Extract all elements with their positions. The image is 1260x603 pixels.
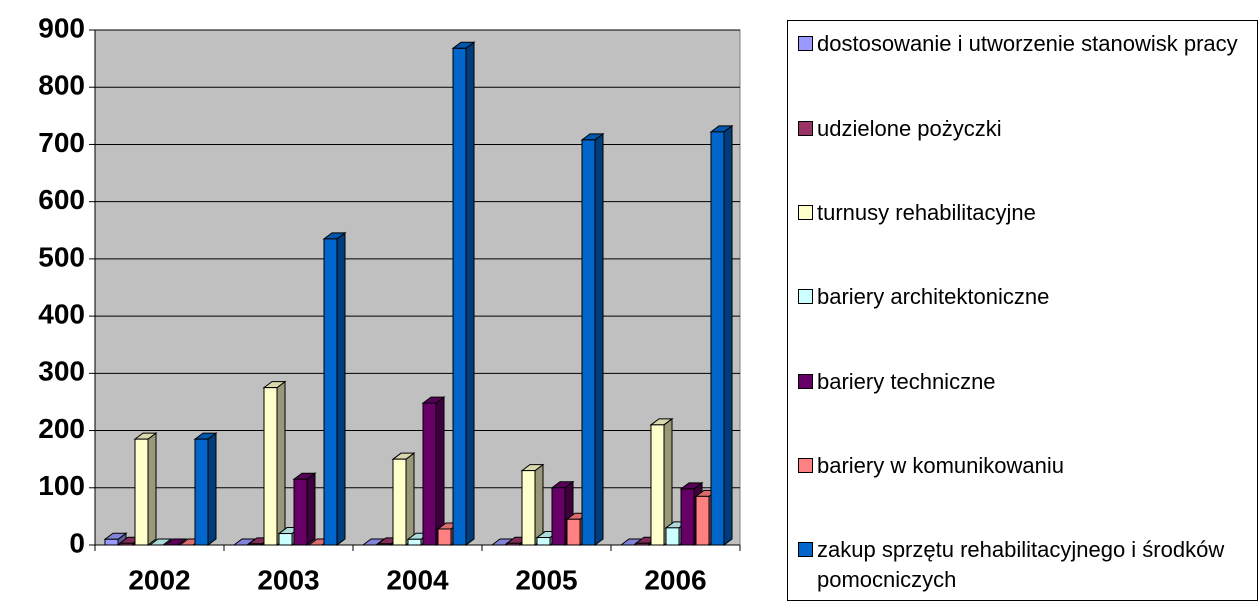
legend-swatch [798, 121, 813, 136]
bar [536, 537, 551, 546]
bar [665, 527, 680, 546]
y-tick-label: 600 [38, 184, 85, 215]
bar-side [594, 132, 604, 546]
bar-side [534, 463, 544, 546]
legend-swatch [798, 374, 813, 389]
bar [581, 139, 596, 546]
legend-swatch [798, 289, 813, 304]
legend-label: zakup sprzętu rehabilitacyjnego i środkó… [817, 537, 1225, 592]
legend-swatch [798, 36, 813, 51]
y-tick-label: 200 [38, 413, 85, 444]
bar [134, 438, 149, 546]
bar [293, 478, 308, 546]
legend-entry: udzielone pożyczki [798, 114, 1252, 144]
x-tick-label: 2006 [644, 564, 706, 595]
y-tick-label: 700 [38, 127, 85, 158]
bar [407, 538, 422, 546]
x-tick-label: 2003 [257, 564, 319, 595]
legend-swatch [798, 205, 813, 220]
bar-side [435, 396, 445, 546]
bar [680, 488, 695, 546]
x-tick-label: 2002 [128, 564, 190, 595]
bar [377, 543, 392, 546]
bar [695, 495, 710, 546]
legend-label: bariery architektoniczne [817, 284, 1050, 309]
bar [104, 538, 119, 546]
bar [551, 487, 566, 546]
bar [119, 542, 134, 546]
bar-side [207, 432, 217, 546]
legend-entry: dostosowanie i utworzenie stanowisk prac… [798, 29, 1252, 59]
legend-entry: turnusy rehabilitacyjne [798, 198, 1252, 228]
bar-side [723, 124, 733, 546]
bar [194, 438, 209, 546]
legend: dostosowanie i utworzenie stanowisk prac… [787, 20, 1258, 601]
legend-entry: zakup sprzętu rehabilitacyjnego i środkó… [798, 535, 1252, 595]
bar [635, 542, 650, 546]
bar [323, 238, 338, 546]
y-tick-label: 500 [38, 241, 85, 272]
legend-swatch [798, 542, 813, 557]
bar [263, 387, 278, 546]
y-tick-label: 100 [38, 470, 85, 501]
bar [437, 528, 452, 546]
bar-top [163, 538, 188, 546]
legend-label: dostosowanie i utworzenie stanowisk prac… [817, 31, 1238, 56]
bar-top [148, 538, 173, 546]
bar [452, 47, 467, 546]
chart: 0 100 200 300 400 500 600 700 800 900 2002 2003 2004… [38, 12, 741, 595]
y-tick-label: 0 [69, 527, 85, 558]
bar [248, 543, 263, 546]
bar-side [276, 380, 286, 546]
y-tick-label: 300 [38, 356, 85, 387]
bar [422, 402, 437, 546]
legend-entry: bariery techniczne [798, 367, 1252, 397]
bar-side [465, 41, 475, 546]
legend-entry: bariery w komunikowaniu [798, 451, 1252, 481]
bar [278, 533, 293, 546]
bar-side [147, 432, 157, 546]
x-tick-label: 2004 [386, 564, 449, 595]
x-tick-label: 2005 [515, 564, 577, 595]
legend-entry: bariery architektoniczne [798, 282, 1252, 312]
legend-label: udzielone pożyczki [817, 116, 1002, 141]
y-tick-label: 800 [38, 70, 85, 101]
bar-side [405, 452, 415, 546]
legend-swatch [798, 458, 813, 473]
y-tick-label: 900 [38, 12, 85, 43]
bar [392, 458, 407, 546]
legend-label: turnusy rehabilitacyjne [817, 200, 1036, 225]
plot-area [94, 29, 741, 546]
bar [650, 424, 665, 546]
bar [506, 542, 521, 546]
legend-label: bariery techniczne [817, 369, 996, 394]
legend-label: bariery w komunikowaniu [817, 453, 1064, 478]
bar-side [336, 231, 346, 546]
bar [566, 518, 581, 546]
bar [710, 131, 725, 546]
bar [521, 470, 536, 546]
y-tick-label: 400 [38, 299, 85, 330]
bar-side [306, 472, 316, 546]
